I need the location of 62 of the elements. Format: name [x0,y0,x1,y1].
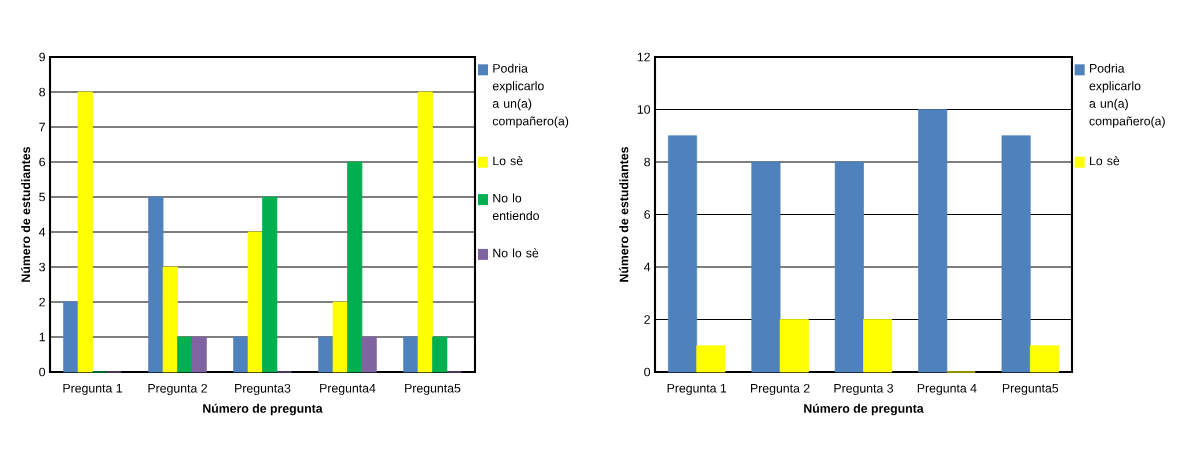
y-tick-label: 8 [644,157,651,167]
y-tick-label: 2 [39,297,45,307]
x-tick-label: Pregunta 3 [834,383,894,396]
bar [417,91,433,373]
x-tick-label: Pregunta 4 [917,383,977,395]
bar [318,336,334,373]
bar [863,319,893,373]
y-tick-label: 6 [644,210,650,219]
y-tick-label: 6 [39,157,45,167]
y-tick-label: 4 [643,262,651,272]
x-tick-label: Pregunta 2 [751,383,810,396]
y-tick-label: 0 [644,367,651,377]
bar [403,336,419,373]
x-axis-title: Número de pregunta [203,403,323,416]
bar [262,196,278,373]
x-tick-label: Pregunta 1 [667,383,727,395]
legend-label: Lo sè [1090,156,1120,166]
bar [177,336,193,373]
x-tick-label: Pregunta 1 [63,383,122,395]
bar [696,345,726,373]
bar [332,301,348,373]
y-axis-title: Número de estudiantes [619,147,629,282]
bar [247,231,263,373]
y-tick-label: 2 [644,315,650,324]
y-tick-label: 3 [39,262,45,272]
bar [751,161,781,373]
bar [361,336,377,373]
y-tick-label: 5 [39,192,46,202]
bar [347,161,363,373]
bar [191,336,207,373]
legend-label: Podria explicarlo a un(a) compañero(a) [1089,63,1165,128]
bar [779,319,809,373]
bar [668,135,698,373]
bar [432,336,448,373]
x-tick-label: Pregunta3 [235,383,291,396]
y-tick-label: 10 [637,105,651,114]
bar [63,301,79,373]
y-tick-label: 0 [39,367,46,377]
y-tick-label: 12 [637,52,650,62]
legend-label: Podria explicarlo a un(a) compañero(a) [492,63,569,128]
x-axis-title: Número de pregunta [804,403,924,416]
y-tick-label: 9 [39,52,45,62]
bar [162,266,178,373]
x-tick-label: Pregunta 2 [148,383,207,396]
bar [233,336,249,373]
x-tick-label: Pregunta5 [1002,383,1059,395]
y-tick-label: 1 [39,332,45,342]
y-tick-label: 4 [38,227,46,237]
x-tick-label: Pregunta5 [405,383,461,395]
bar [1001,135,1031,373]
y-tick-label: 7 [39,122,45,132]
y-tick-label: 8 [39,87,46,97]
bar [834,161,864,373]
bar [1029,345,1059,373]
y-axis-title: Número de estudiantes [21,147,31,282]
x-tick-label: Pregunta4 [320,383,376,395]
legend-label: No lo sè [493,248,539,258]
bar [918,109,948,373]
legend-label: Lo sè [493,156,523,166]
bar [77,91,93,373]
legend-label: No lo entiendo [492,193,539,221]
bar [148,196,164,373]
